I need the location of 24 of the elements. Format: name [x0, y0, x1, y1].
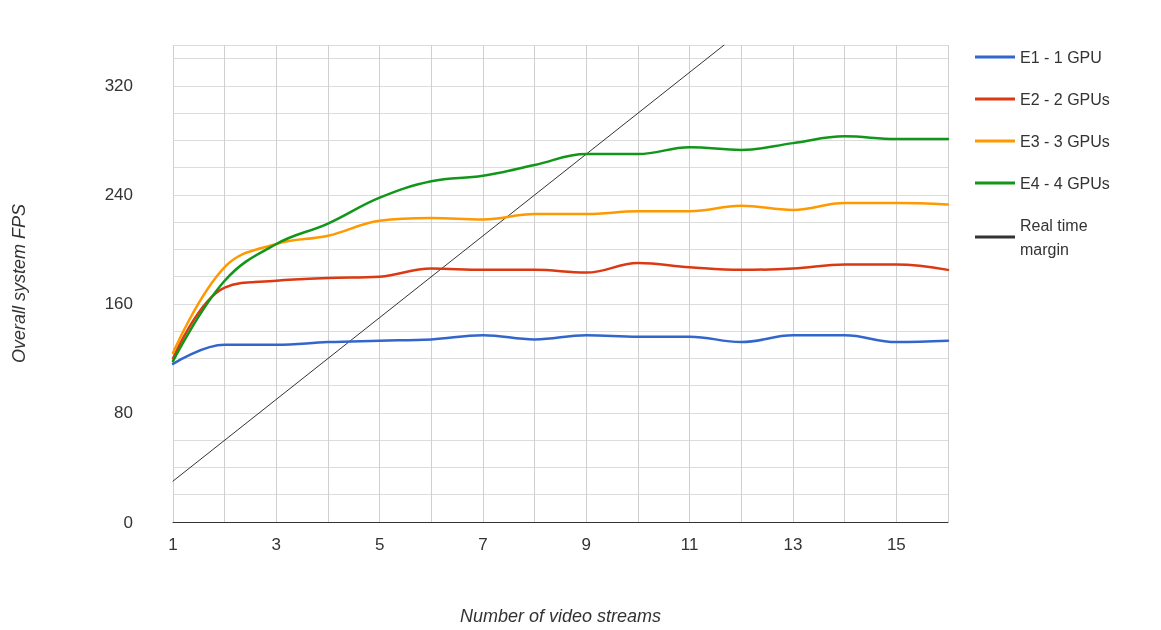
legend-label: E1 - 1 GPU	[1020, 48, 1102, 66]
x-tick-label: 9	[581, 535, 592, 554]
legend-label: E4 - 4 GPUs	[1020, 174, 1110, 192]
x-tick-label: 15	[886, 535, 906, 554]
y-axis-title: Overall system FPS	[9, 203, 29, 364]
line-series	[171, 261, 950, 360]
legend-label: E3 - 3 GPUs	[1020, 132, 1110, 150]
legend-label: Real time margin	[1020, 216, 1093, 258]
y-tick-label: 320	[104, 76, 133, 96]
x-tick-label: 7	[478, 535, 488, 554]
x-tick-label: 1	[168, 535, 178, 554]
legend-label: E2 - 2 GPUs	[1020, 90, 1110, 108]
x-tick-label: 3	[271, 535, 282, 554]
line-series	[171, 135, 950, 363]
line-series	[171, 334, 950, 366]
x-axis-title: Number of video streams	[459, 606, 662, 626]
x-tick-label: 11	[680, 535, 699, 554]
x-tick-label: 13	[783, 535, 803, 554]
y-tick-label: 0	[123, 512, 133, 532]
y-tick-label: 240	[104, 185, 133, 205]
line-series	[171, 201, 950, 355]
x-tick-label: 5	[374, 535, 385, 554]
y-tick-label: 160	[104, 294, 133, 314]
y-tick-label: 80	[114, 403, 133, 423]
